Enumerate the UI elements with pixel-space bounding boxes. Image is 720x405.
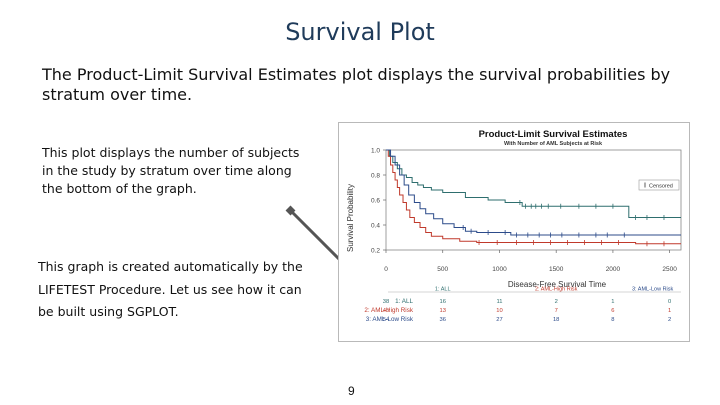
risk-count: 2 [668,317,671,323]
y-tick-label: 0.6 [371,198,380,205]
risk-count: 18 [553,317,559,323]
x-axis-label: Disease-Free Survival Time [508,280,607,289]
page-number: 9 [348,384,355,398]
risk-count: 6 [611,308,614,314]
y-tick-label: 0.4 [371,223,380,230]
risk-count: 13 [440,308,446,314]
risk-count: 10 [496,308,502,314]
series-line-1 [386,149,681,218]
risk-header-label: 2: AML-High Risk [535,287,578,293]
x-tick-label: 1500 [549,266,564,273]
risk-count: 16 [440,299,446,305]
risk-count: 0 [668,299,671,305]
risk-count: 36 [440,317,446,323]
risk-count: 38 [383,299,389,305]
risk-count: 2 [555,299,558,305]
x-tick-label: 500 [437,266,448,273]
chart-title: Product-Limit Survival Estimates [479,129,628,140]
risk-count: 45 [383,308,389,314]
risk-count: 1 [668,308,671,314]
risk-row-label: 2: AML-High Risk [364,307,413,314]
risk-header-label: 3: AML-Low Risk [632,287,674,293]
chart-subtitle: With Number of AML Subjects at Risk [504,141,603,147]
note-lifetest: This graph is created automatically by t… [38,259,303,319]
legend-censored-label: Censored [649,184,673,190]
risk-header-label: 1: ALL [435,287,451,293]
x-tick-label: 0 [384,266,388,273]
survival-plot-svg: Product-Limit Survival Estimates With Nu… [346,129,682,323]
y-tick-label: 1.0 [371,148,380,155]
x-tick-label: 1000 [492,266,507,273]
y-axis-label: Survival Probability [346,184,355,252]
x-tick-label: 2000 [606,266,621,273]
risk-row-label: 3: AML-Low Risk [366,316,414,323]
risk-count: 11 [496,299,502,305]
intro-text: The Product-Limit Survival Estimates plo… [42,65,671,104]
risk-count: 1 [611,299,614,305]
risk-count: 27 [496,317,502,323]
slide-title: Survival Plot [285,18,435,46]
y-tick-label: 0.8 [371,173,380,180]
series-line-3 [386,149,681,236]
risk-row-label: 1: ALL [395,298,413,305]
legend-box [638,179,680,191]
risk-count: 8 [611,317,614,323]
x-tick-label: 2500 [662,266,677,273]
y-tick-label: 0.2 [371,248,380,255]
risk-count: 54 [383,317,390,323]
series-line-2 [386,149,681,245]
risk-count: 7 [555,308,558,314]
note-subjects-at-risk: This plot displays the number of subject… [42,145,300,196]
survival-plot-image: Product-Limit Survival Estimates With Nu… [338,122,690,342]
